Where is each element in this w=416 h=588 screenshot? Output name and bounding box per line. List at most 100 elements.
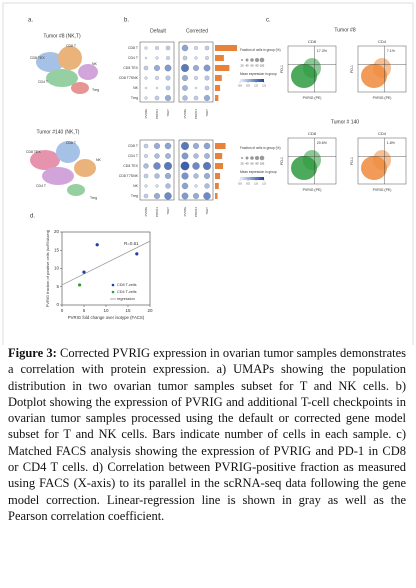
facs-title: Tumor #8: [334, 27, 355, 33]
dot: [182, 95, 188, 101]
x-tick-label: 10: [103, 308, 109, 313]
facs-x-label: PVRIG (PE): [303, 188, 322, 192]
colorbar-label: 1.0: [254, 84, 258, 88]
facs-x-label: PVRIG (PE): [373, 96, 392, 100]
cell-type-label: CD8 TEX: [123, 66, 138, 70]
size-legend-label: 20: [241, 162, 244, 166]
cell-type-label: Treg: [131, 194, 138, 198]
size-legend-dot: [240, 156, 244, 160]
size-legend-dot: [254, 155, 260, 161]
size-legend-dot: [259, 57, 265, 63]
color-legend-title: Mean expression in group: [240, 170, 277, 174]
gene-label: PVRIG: [183, 108, 187, 118]
dot: [164, 162, 172, 170]
gene-label: PDCD1: [194, 109, 198, 120]
group-label: Corrected: [186, 28, 208, 34]
dot: [155, 184, 159, 188]
facs-cloud: [303, 150, 321, 170]
dot: [143, 193, 149, 199]
panel-label: c.: [266, 18, 271, 24]
facs-panel-title: CD8: [308, 131, 317, 136]
facs-percentage: 1.8%: [387, 141, 396, 145]
cluster-label: Treg: [92, 88, 99, 92]
colorbar-label: 0.5: [246, 182, 250, 186]
count-bar: [215, 55, 224, 61]
dot: [164, 172, 172, 180]
size-legend-label: 80: [256, 64, 259, 68]
dot: [204, 183, 210, 189]
dot: [203, 162, 211, 170]
facs-cloud: [373, 150, 391, 170]
count-bar: [215, 183, 219, 189]
dot: [194, 86, 198, 90]
size-legend-dot: [250, 58, 254, 62]
dot: [193, 153, 199, 159]
group-label: Default: [150, 28, 166, 34]
x-tick-label: 15: [125, 308, 131, 313]
facs-panel-title: CD4: [378, 131, 387, 136]
dot: [204, 153, 210, 159]
caption-label: Figure 3:: [8, 346, 57, 360]
dot: [181, 142, 189, 150]
dot: [192, 192, 200, 200]
facs-panel-title: CD4: [378, 39, 387, 44]
point: [95, 243, 99, 247]
dot: [143, 65, 149, 71]
dot: [143, 163, 149, 169]
size-legend-dot: [245, 58, 249, 62]
dot: [181, 192, 189, 200]
colorbar-label: 0.0: [238, 182, 242, 186]
legend-label: CD4 T-cells: [117, 290, 137, 294]
point: [82, 270, 86, 274]
facs-percentage: 17.3%: [317, 49, 328, 53]
y-tick-label: 20: [54, 229, 60, 234]
count-bar: [215, 163, 224, 169]
umap-title: Tumor #140 (NK,T): [37, 129, 80, 135]
panel-label: b.: [124, 18, 129, 24]
cell-type-label: Treg: [131, 96, 138, 100]
gene-label: PDCD1: [155, 207, 159, 218]
dot: [144, 184, 148, 188]
dotplot-frame: [139, 41, 175, 103]
dot: [144, 86, 148, 90]
count-bar: [215, 173, 221, 179]
dot: [155, 56, 159, 60]
dot: [194, 184, 198, 188]
colorbar-label: 0.5: [246, 84, 250, 88]
dot: [203, 192, 211, 200]
dot: [181, 182, 189, 190]
dot: [192, 64, 200, 72]
dot: [144, 96, 148, 100]
cell-type-label: NK: [133, 86, 139, 90]
umap-140: [30, 141, 96, 196]
dot: [164, 64, 172, 72]
cluster-label: CD8 TEX: [30, 56, 45, 60]
gene-label: PDCD1: [194, 207, 198, 218]
x-tick-label: 20: [147, 308, 153, 313]
cell-type-label: CD8 TEX: [123, 164, 138, 168]
dot: [203, 64, 211, 72]
legend-marker: [111, 290, 115, 294]
umap-8: [36, 46, 98, 94]
y-tick-label: 15: [54, 247, 60, 252]
dot: [165, 153, 171, 159]
dot: [154, 173, 160, 179]
gene-label: TIGIT: [205, 207, 209, 215]
dotplot-frame: [178, 139, 214, 201]
facs-cloud: [303, 58, 321, 78]
gene-label: PVRIG: [144, 206, 148, 216]
dot: [181, 172, 189, 180]
facs-title: Tumor # 140: [331, 119, 359, 125]
facs-percentage: 7.1%: [387, 49, 396, 53]
facs-frame: [287, 137, 337, 185]
gene-label: PVRIG: [144, 108, 148, 118]
cell-type-label: CD8 T: [128, 144, 139, 148]
legend-label: CD8 T-cells: [117, 283, 137, 287]
dot: [165, 45, 171, 51]
gene-label: TIGIT: [166, 109, 170, 117]
y-tick-label: 5: [56, 284, 59, 289]
dot: [143, 143, 149, 149]
dot: [204, 45, 210, 51]
caption-text: Corrected PVRIG expression in ovarian tu…: [8, 346, 407, 523]
